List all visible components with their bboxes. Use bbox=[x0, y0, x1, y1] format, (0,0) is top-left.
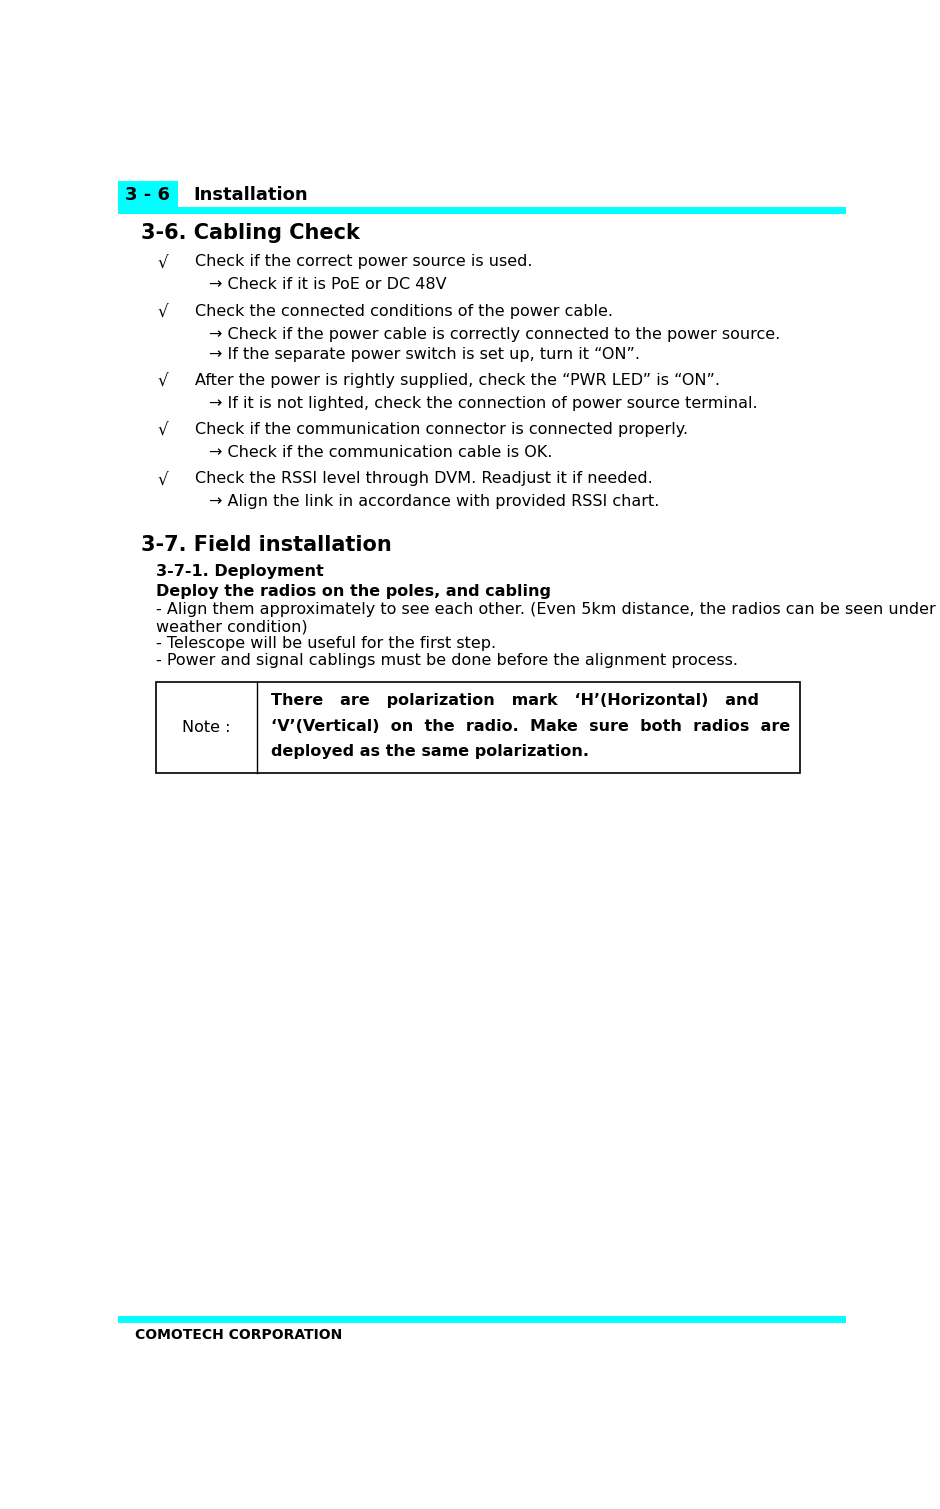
Text: √: √ bbox=[157, 373, 167, 391]
Text: - Power and signal cablings must be done before the alignment process.: - Power and signal cablings must be done… bbox=[156, 653, 738, 668]
Text: → Check if the communication cable is OK.: → Check if the communication cable is OK… bbox=[209, 445, 553, 460]
Text: ‘V’(Vertical)  on  the  radio.  Make  sure  both  radios  are: ‘V’(Vertical) on the radio. Make sure bo… bbox=[271, 718, 791, 733]
Text: → Check if the power cable is correctly connected to the power source.: → Check if the power cable is correctly … bbox=[209, 326, 780, 341]
Text: → Check if it is PoE or DC 48V: → Check if it is PoE or DC 48V bbox=[209, 278, 446, 293]
FancyBboxPatch shape bbox=[118, 181, 178, 208]
Text: → Align the link in accordance with provided RSSI chart.: → Align the link in accordance with prov… bbox=[209, 495, 659, 510]
Text: After the power is rightly supplied, check the “PWR LED” is “ON”.: After the power is rightly supplied, che… bbox=[195, 373, 720, 388]
Text: COMOTECH CORPORATION: COMOTECH CORPORATION bbox=[134, 1328, 342, 1342]
Text: Installation: Installation bbox=[194, 186, 308, 204]
Text: √: √ bbox=[157, 254, 167, 272]
Text: - Align them approximately to see each other. (Even 5km distance, the radios can: - Align them approximately to see each o… bbox=[156, 602, 940, 617]
Text: Deploy the radios on the poles, and cabling: Deploy the radios on the poles, and cabl… bbox=[156, 584, 551, 599]
Text: √: √ bbox=[157, 303, 167, 321]
Text: → If the separate power switch is set up, turn it “ON”.: → If the separate power switch is set up… bbox=[209, 347, 640, 362]
Text: deployed as the same polarization.: deployed as the same polarization. bbox=[271, 744, 589, 759]
Text: 3-7. Field installation: 3-7. Field installation bbox=[141, 534, 391, 554]
FancyBboxPatch shape bbox=[156, 682, 800, 773]
Text: Note :: Note : bbox=[182, 720, 231, 735]
Text: → If it is not lighted, check the connection of power source terminal.: → If it is not lighted, check the connec… bbox=[209, 395, 758, 410]
Text: Check the RSSI level through DVM. Readjust it if needed.: Check the RSSI level through DVM. Readju… bbox=[195, 471, 652, 486]
Text: √: √ bbox=[157, 423, 167, 441]
Text: weather condition): weather condition) bbox=[156, 619, 308, 634]
Text: 3-7-1. Deployment: 3-7-1. Deployment bbox=[156, 564, 324, 579]
Text: Check the connected conditions of the power cable.: Check the connected conditions of the po… bbox=[195, 303, 613, 318]
Text: There   are   polarization   mark   ‘H’(Horizontal)   and: There are polarization mark ‘H’(Horizont… bbox=[271, 693, 759, 708]
Text: 3-6. Cabling Check: 3-6. Cabling Check bbox=[141, 223, 360, 243]
Text: Check if the correct power source is used.: Check if the correct power source is use… bbox=[195, 254, 532, 269]
Text: 3 - 6: 3 - 6 bbox=[125, 186, 170, 204]
Text: Check if the communication connector is connected properly.: Check if the communication connector is … bbox=[195, 423, 688, 438]
Text: - Telescope will be useful for the first step.: - Telescope will be useful for the first… bbox=[156, 637, 496, 652]
Text: √: √ bbox=[157, 471, 167, 489]
